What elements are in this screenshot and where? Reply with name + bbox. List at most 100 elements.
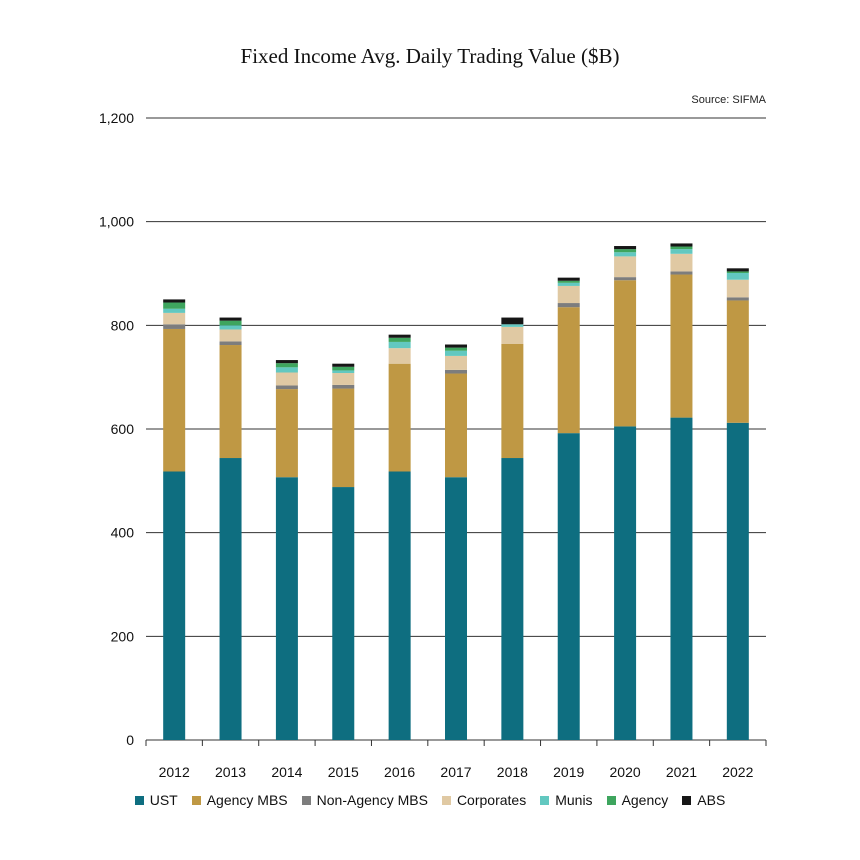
x-tick-label: 2015 [328, 764, 359, 780]
bar-segment-ust [163, 471, 186, 740]
bar-segment-agency [726, 271, 749, 273]
y-tick-label: 400 [111, 525, 135, 541]
bar-segment-non-agency-mbs [445, 369, 467, 374]
bar-segment-corporates [388, 348, 411, 364]
bar-segment-agency [557, 280, 580, 283]
legend-label: Munis [555, 792, 593, 808]
bar-segment-abs [163, 299, 186, 303]
bar-segment-abs [275, 360, 298, 364]
bar-segment-abs [726, 268, 749, 272]
legend-label: UST [149, 792, 178, 808]
bar-segment-ust [332, 487, 355, 740]
bar-segment-non-agency-mbs [557, 303, 580, 308]
bar-segment-corporates [670, 253, 693, 272]
bar-segment-ust [445, 477, 467, 740]
bar-segment-corporates [726, 279, 749, 298]
bar-segment-agency-mbs [388, 363, 411, 472]
bar-segment-munis [219, 325, 242, 330]
y-tick-label: 600 [111, 421, 135, 437]
legend-label: ABS [697, 792, 726, 808]
bar-segment-non-agency-mbs [614, 277, 637, 281]
legend-label: Non-Agency MBS [316, 792, 428, 808]
bar-segment-abs [670, 243, 693, 247]
bar-segment-agency-mbs [332, 388, 355, 488]
x-tick-label: 2017 [440, 764, 471, 780]
bar-segment-munis [726, 272, 749, 280]
legend-label: Agency [621, 792, 669, 808]
bar-segment-non-agency-mbs [332, 384, 355, 389]
bar-segment-non-agency-mbs [275, 385, 298, 390]
bar-segment-agency-mbs [670, 274, 693, 418]
bar-segment-agency-mbs [219, 345, 242, 459]
bar-segment-abs [388, 334, 411, 338]
legend-swatch [682, 795, 692, 805]
bar-segment-non-agency-mbs [670, 271, 693, 275]
bar-segment-corporates [163, 312, 186, 325]
bar-segment-agency-mbs [557, 307, 580, 434]
legend-swatch [540, 795, 550, 805]
bar-segment-ust [670, 417, 693, 740]
bar-segment-agency-mbs [614, 280, 637, 427]
bar-segment-agency [275, 363, 298, 368]
chart-legend: UST Agency MBS Non-Agency MBS Corporates Mun… [0, 792, 860, 808]
x-tick-label: 2014 [271, 764, 302, 780]
y-tick-label: 0 [126, 732, 134, 748]
bar-segment-ust [614, 426, 637, 740]
bar-segment-agency-mbs [445, 373, 467, 478]
bar-segment-corporates [332, 373, 355, 385]
bar-segment-abs [557, 277, 580, 281]
bar-segment-ust [501, 458, 524, 740]
x-tick-label: 2013 [215, 764, 246, 780]
bar-segment-munis [501, 324, 524, 327]
x-tick-label: 2016 [384, 764, 415, 780]
legend-swatch [606, 795, 616, 805]
legend-item: UST [134, 792, 178, 808]
bar-segment-corporates [501, 326, 524, 344]
legend-item: Non-Agency MBS [301, 792, 428, 808]
bar-segment-munis [670, 249, 693, 254]
bar-segment-non-agency-mbs [219, 341, 242, 346]
bar-segment-abs [614, 246, 637, 250]
y-tick-label: 200 [111, 628, 135, 644]
bar-segment-abs [445, 344, 467, 348]
legend-item: ABS [682, 792, 725, 808]
bar-segment-agency [388, 337, 411, 342]
bar-segment-corporates [275, 372, 298, 386]
chart-title: Fixed Income Avg. Daily Trading Value ($… [240, 44, 620, 68]
x-tick-label: 2018 [497, 764, 528, 780]
bar-segment-agency-mbs [163, 328, 186, 472]
legend-item: Corporates [441, 792, 527, 808]
bar-segment-munis [614, 252, 637, 257]
bar-segment-agency [614, 249, 637, 253]
bar-segment-munis [388, 341, 411, 349]
bar-segment-ust [726, 422, 749, 740]
bar-segment-agency [670, 246, 693, 250]
legend-swatch [191, 795, 201, 805]
bar-segment-agency [163, 302, 186, 309]
bar-segment-corporates [614, 256, 637, 278]
bar-segment-munis [275, 367, 298, 373]
y-tick-label: 1,000 [99, 214, 134, 230]
bar-segment-ust [388, 471, 411, 740]
bar-segment-munis [163, 308, 186, 313]
bar-segment-ust [275, 477, 298, 740]
legend-label: Corporates [456, 792, 527, 808]
y-tick-label: 1,200 [99, 110, 134, 126]
bar-segment-munis [557, 282, 580, 286]
bar-segment-agency-mbs [726, 300, 749, 423]
chart-source: Source: SIFMA [691, 94, 766, 106]
bar-segment-agency-mbs [501, 343, 524, 459]
legend-item: Agency [606, 792, 669, 808]
bar-segment-non-agency-mbs [726, 297, 749, 301]
bar-segment-ust [557, 433, 580, 740]
bar-segment-abs [332, 363, 355, 367]
bar-segment-munis [332, 370, 355, 374]
x-tick-label: 2012 [159, 764, 190, 780]
bar-segment-agency [332, 366, 355, 371]
bar-segment-corporates [557, 285, 580, 304]
x-tick-label: 2020 [610, 764, 641, 780]
bar-segment-agency-mbs [275, 389, 298, 478]
legend-swatch [441, 795, 451, 805]
bar-segment-ust [219, 458, 242, 740]
